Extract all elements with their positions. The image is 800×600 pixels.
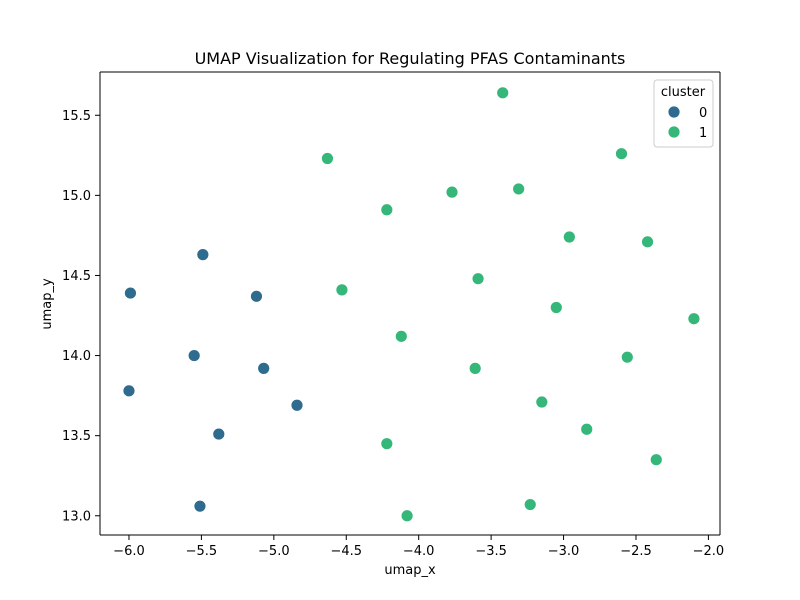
data-point-cluster-0 bbox=[196, 248, 210, 262]
y-tick-label: 14.5 bbox=[62, 269, 91, 284]
legend-label-cluster-1: 1 bbox=[699, 126, 707, 141]
data-point-cluster-0 bbox=[290, 398, 304, 412]
data-point-cluster-1 bbox=[535, 395, 549, 409]
data-point-cluster-0 bbox=[193, 499, 207, 513]
data-point-cluster-1 bbox=[549, 301, 563, 314]
y-tick-label: 15.5 bbox=[62, 109, 91, 124]
data-point-cluster-0 bbox=[124, 286, 137, 300]
x-tick-label: −4.0 bbox=[403, 544, 435, 559]
data-point-cluster-1 bbox=[523, 498, 537, 511]
x-tick-label: −5.5 bbox=[186, 544, 218, 559]
data-point-cluster-1 bbox=[400, 509, 414, 523]
legend-title: cluster bbox=[661, 85, 706, 100]
data-point-cluster-1 bbox=[687, 312, 701, 326]
data-point-cluster-1 bbox=[512, 182, 526, 196]
data-point-cluster-1 bbox=[641, 235, 654, 249]
plot-frame bbox=[99, 71, 721, 536]
x-tick-label: −4.5 bbox=[330, 544, 362, 559]
data-point-cluster-1 bbox=[580, 422, 594, 436]
legend-marker-cluster-0 bbox=[667, 105, 681, 119]
legend-label-cluster-0: 0 bbox=[699, 106, 707, 121]
data-point-cluster-1 bbox=[335, 283, 349, 297]
data-point-cluster-1 bbox=[471, 272, 485, 286]
legend-marker-cluster-1 bbox=[667, 125, 681, 139]
data-point-cluster-1 bbox=[649, 453, 663, 467]
y-tick-label: 15.0 bbox=[62, 189, 91, 204]
data-point-cluster-1 bbox=[620, 350, 634, 364]
data-point-cluster-1 bbox=[615, 147, 628, 161]
y-tick-label: 14.0 bbox=[62, 349, 91, 364]
data-point-cluster-1 bbox=[496, 86, 510, 100]
data-point-cluster-1 bbox=[468, 361, 482, 375]
data-point-cluster-1 bbox=[394, 329, 408, 343]
data-point-cluster-1 bbox=[380, 203, 394, 217]
data-point-cluster-1 bbox=[562, 230, 576, 244]
x-tick-label: −6.0 bbox=[113, 544, 145, 559]
data-point-cluster-1 bbox=[380, 437, 394, 451]
data-points bbox=[122, 86, 701, 523]
data-point-cluster-0 bbox=[212, 427, 226, 441]
x-axis-ticks: −6.0 −5.5 −5.0 −4.5 −4.0 −3.5 −3.0 −2.5 −2.0 bbox=[113, 535, 724, 559]
chart-title: UMAP Visualization for Regulating PFAS C… bbox=[195, 49, 626, 68]
data-point-cluster-0 bbox=[250, 289, 263, 303]
data-point-cluster-0 bbox=[187, 349, 201, 362]
x-tick-label: −2.5 bbox=[620, 544, 652, 559]
y-axis-label: umap_y bbox=[40, 278, 55, 330]
y-tick-label: 13.5 bbox=[62, 429, 91, 444]
x-tick-label: −3.0 bbox=[548, 544, 580, 559]
data-point-cluster-0 bbox=[257, 361, 271, 375]
data-point-cluster-1 bbox=[445, 185, 459, 199]
x-tick-label: −3.5 bbox=[475, 544, 507, 559]
x-tick-label: −2.0 bbox=[693, 544, 725, 559]
data-point-cluster-0 bbox=[122, 384, 136, 398]
y-axis-ticks: 13.0 13.5 14.0 14.5 15.0 15.5 bbox=[62, 109, 100, 524]
plot-area bbox=[100, 72, 720, 535]
x-tick-label: −5.0 bbox=[258, 544, 290, 559]
x-axis-label: umap_x bbox=[384, 563, 436, 578]
y-tick-label: 13.0 bbox=[62, 509, 91, 524]
data-point-cluster-1 bbox=[321, 152, 334, 165]
legend: cluster 0 1 bbox=[653, 79, 714, 148]
